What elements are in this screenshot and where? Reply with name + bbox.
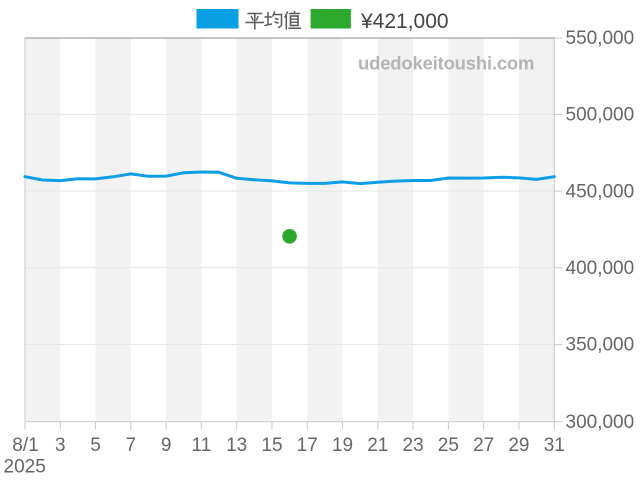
svg-text:350,000: 350,000 xyxy=(566,335,635,356)
svg-text:3: 3 xyxy=(55,435,66,456)
svg-text:19: 19 xyxy=(332,435,353,456)
svg-text:23: 23 xyxy=(403,435,424,456)
svg-text:2025: 2025 xyxy=(4,457,46,478)
svg-text:udedokeitoushi.com: udedokeitoushi.com xyxy=(358,53,534,74)
svg-text:11: 11 xyxy=(192,435,212,456)
svg-text:21: 21 xyxy=(367,435,388,456)
svg-text:17: 17 xyxy=(297,435,318,456)
svg-text:400,000: 400,000 xyxy=(566,258,635,279)
svg-text:27: 27 xyxy=(473,435,494,456)
svg-text:9: 9 xyxy=(161,435,172,456)
svg-text:¥421,000: ¥421,000 xyxy=(360,10,449,33)
svg-text:15: 15 xyxy=(261,435,282,456)
svg-text:300,000: 300,000 xyxy=(566,412,635,433)
svg-text:25: 25 xyxy=(438,435,459,456)
svg-text:8/1: 8/1 xyxy=(12,435,38,456)
svg-text:31: 31 xyxy=(544,435,565,456)
svg-text:29: 29 xyxy=(508,435,529,456)
svg-text:7: 7 xyxy=(126,435,137,456)
svg-text:5: 5 xyxy=(90,435,101,456)
svg-text:13: 13 xyxy=(226,435,247,456)
svg-text:500,000: 500,000 xyxy=(566,105,635,126)
svg-text:450,000: 450,000 xyxy=(566,181,635,202)
svg-text:550,000: 550,000 xyxy=(566,28,635,49)
